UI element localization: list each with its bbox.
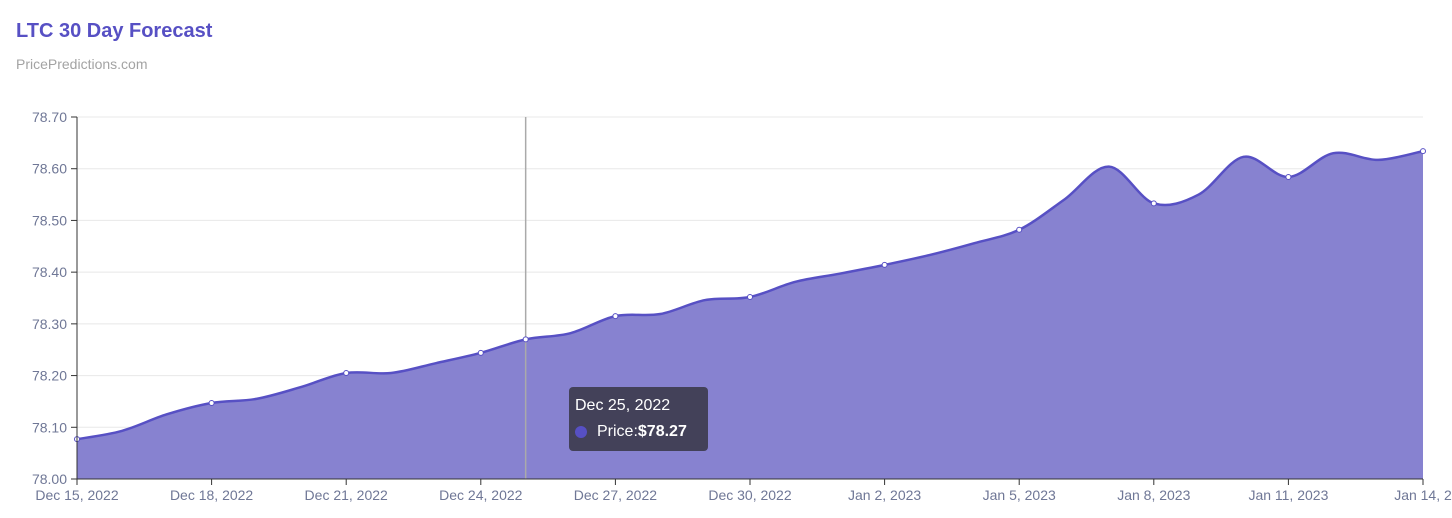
y-tick-label: 78.50 xyxy=(32,212,67,228)
y-tick-label: 78.70 xyxy=(32,109,67,125)
x-tick-label: Dec 18, 2022 xyxy=(170,487,253,503)
x-tick-label: Dec 27, 2022 xyxy=(574,487,657,503)
data-point xyxy=(747,293,753,300)
chart-subtitle: PricePredictions.com xyxy=(16,56,148,72)
y-tick-label: 78.40 xyxy=(32,264,67,280)
y-tick-label: 78.20 xyxy=(32,368,67,384)
x-tick-label: Dec 21, 2022 xyxy=(305,487,388,503)
data-point xyxy=(881,261,888,268)
data-point xyxy=(612,313,619,320)
tooltip: Dec 25, 2022 Price: $78.27 xyxy=(569,387,708,451)
x-tick-label: Dec 24, 2022 xyxy=(439,487,522,503)
area-fill xyxy=(77,151,1423,480)
x-tick-label: Jan 5, 2023 xyxy=(983,487,1056,503)
data-point xyxy=(1420,148,1426,155)
data-point xyxy=(1016,226,1023,233)
data-point xyxy=(1150,200,1157,207)
x-tick-label: Jan 8, 2023 xyxy=(1117,487,1190,503)
y-tick-label: 78.00 xyxy=(32,471,67,487)
x-tick-label: Dec 15, 2022 xyxy=(35,487,118,503)
data-point xyxy=(208,399,215,406)
y-tick-label: 78.30 xyxy=(32,316,67,332)
x-tick-label: Jan 11, 2023 xyxy=(1248,487,1328,503)
x-tick-label: Jan 14, 2 xyxy=(1394,487,1452,503)
y-tick-label: 78.10 xyxy=(32,419,67,435)
tooltip-label: Price: xyxy=(597,423,638,440)
series-dot-icon xyxy=(575,426,587,438)
data-point xyxy=(477,349,484,356)
data-point xyxy=(1285,173,1292,180)
chart-title: LTC 30 Day Forecast xyxy=(16,20,213,42)
x-tick-label: Dec 30, 2022 xyxy=(708,487,791,503)
y-tick-label: 78.60 xyxy=(32,161,67,177)
tooltip-value: $78.27 xyxy=(637,423,687,440)
data-point xyxy=(343,369,350,376)
tooltip-date: Dec 25, 2022 xyxy=(575,397,671,414)
data-point xyxy=(522,336,529,343)
x-tick-label: Jan 2, 2023 xyxy=(848,487,921,503)
